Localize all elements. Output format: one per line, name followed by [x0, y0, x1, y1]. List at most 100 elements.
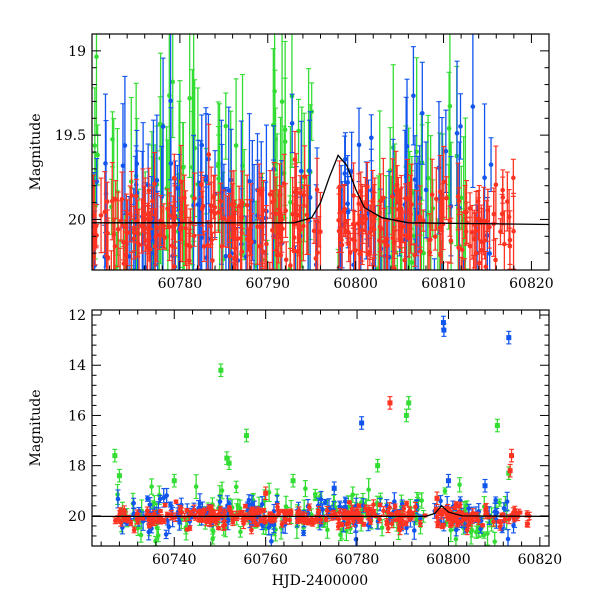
data-point [218, 499, 223, 504]
outlier-point [359, 420, 364, 425]
data-point [449, 528, 454, 533]
data-point [294, 288, 299, 293]
data-point [164, 532, 169, 537]
data-point [506, 537, 511, 542]
data-point [192, 196, 197, 201]
data-point [434, 197, 439, 202]
data-point [223, 523, 228, 528]
data-point [276, 512, 281, 517]
data-point [325, 528, 330, 533]
data-point [297, 239, 302, 244]
data-point [493, 498, 498, 503]
data-point [380, 290, 385, 295]
data-point [405, 290, 410, 295]
data-point [292, 248, 297, 253]
data-point [123, 252, 128, 257]
data-point [163, 503, 168, 508]
data-point [357, 143, 362, 148]
data-point [263, 520, 268, 525]
data-point [404, 501, 409, 506]
data-point [358, 189, 363, 194]
data-point [424, 188, 429, 193]
data-point [187, 258, 192, 263]
data-point [95, 153, 100, 158]
data-point [398, 528, 403, 533]
outlier-point [291, 478, 296, 483]
data-point [275, 505, 280, 510]
data-point [303, 486, 308, 491]
data-point [315, 250, 320, 255]
data-point [198, 501, 203, 506]
data-point [390, 194, 395, 199]
data-point [350, 507, 355, 512]
data-point [456, 194, 461, 199]
data-point [370, 198, 375, 203]
data-point [379, 336, 384, 341]
data-point [346, 241, 351, 246]
data-point [161, 124, 166, 129]
y-tick-label: 20 [68, 212, 86, 228]
data-point [150, 199, 155, 204]
data-point [489, 162, 494, 167]
data-point [197, 221, 202, 226]
data-point [312, 229, 317, 234]
data-point [128, 212, 133, 217]
data-point [250, 502, 255, 507]
data-point [178, 227, 183, 232]
data-point [482, 175, 487, 180]
data-point [145, 245, 150, 250]
data-point [299, 518, 304, 523]
data-point [113, 197, 118, 202]
outlier-point [172, 478, 177, 483]
data-point [315, 187, 320, 192]
data-point [284, 257, 289, 262]
data-point [369, 135, 374, 140]
data-point [299, 169, 304, 174]
data-point [385, 311, 390, 316]
data-point [492, 539, 497, 544]
data-point [366, 303, 371, 308]
y-tick-label: 19.5 [55, 128, 86, 144]
data-point [293, 285, 298, 290]
data-point [227, 319, 232, 324]
data-point [247, 179, 252, 184]
data-point [211, 529, 216, 534]
data-point [470, 230, 475, 235]
data-point [259, 192, 264, 197]
data-point [342, 171, 347, 176]
data-point [269, 539, 274, 544]
outlier-point [117, 473, 122, 478]
data-point [338, 532, 343, 537]
data-point [253, 521, 258, 526]
data-point [511, 176, 516, 181]
outlier-point [404, 413, 409, 418]
data-point [283, 139, 288, 144]
x-tick-label: 60780 [158, 276, 203, 292]
data-point [146, 530, 151, 535]
data-point [302, 193, 307, 198]
data-point [229, 178, 234, 183]
data-point [122, 283, 127, 288]
data-point [448, 104, 453, 109]
data-point [210, 537, 215, 542]
outlier-point [332, 486, 337, 491]
data-point [443, 489, 448, 494]
data-point [249, 528, 254, 533]
data-point [336, 218, 341, 223]
data-point [390, 521, 395, 526]
data-point [399, 276, 404, 281]
data-point [188, 519, 193, 524]
outlier-point [227, 461, 232, 466]
data-point [440, 301, 445, 306]
data-point [469, 530, 474, 535]
data-point [222, 510, 227, 515]
data-point [306, 290, 311, 295]
data-point [337, 504, 342, 509]
data-point [318, 229, 323, 234]
data-point [157, 297, 162, 302]
data-point [116, 227, 121, 232]
data-point [162, 519, 167, 524]
data-point [187, 96, 192, 101]
data-point [502, 242, 507, 247]
